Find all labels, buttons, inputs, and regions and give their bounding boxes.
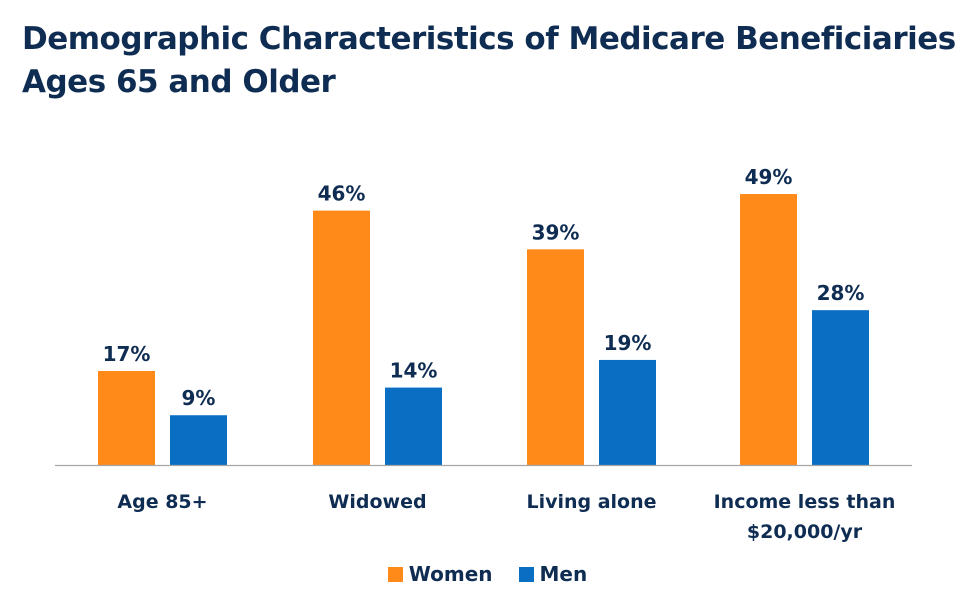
bar-women bbox=[313, 210, 370, 465]
chart-title: Demographic Characteristics of Medicare … bbox=[22, 21, 956, 100]
data-label: 39% bbox=[532, 220, 580, 244]
legend-item-men: Men bbox=[518, 562, 588, 586]
bar-men bbox=[170, 415, 227, 465]
bar-women bbox=[527, 249, 584, 465]
data-label: 9% bbox=[182, 386, 216, 410]
data-label: 17% bbox=[103, 342, 151, 366]
bar-chart: 17% 9% Age 85+ 46% 14% Widowed 39% 19% Living al… bbox=[55, 165, 912, 543]
legend-label-women: Women bbox=[408, 562, 493, 586]
data-label: 28% bbox=[817, 281, 865, 305]
data-label: 49% bbox=[745, 165, 793, 189]
bar-men bbox=[812, 310, 869, 465]
data-label: 46% bbox=[318, 182, 366, 206]
category-label: Income less than bbox=[714, 491, 896, 513]
legend: Women Men bbox=[0, 562, 975, 586]
bar-men bbox=[385, 387, 442, 465]
category-label: Age 85+ bbox=[117, 491, 207, 513]
category-label: $20,000/yr bbox=[747, 521, 863, 543]
legend-item-women: Women bbox=[387, 562, 493, 586]
data-label: 14% bbox=[390, 359, 438, 383]
bar-men bbox=[599, 359, 656, 465]
legend-label-men: Men bbox=[539, 562, 588, 586]
category-label: Widowed bbox=[328, 491, 426, 513]
legend-swatch-men bbox=[518, 566, 534, 582]
bar-women bbox=[98, 370, 155, 465]
legend-swatch-women bbox=[387, 566, 403, 582]
category-label: Living alone bbox=[526, 491, 656, 513]
data-label: 19% bbox=[604, 331, 652, 355]
bar-women bbox=[740, 194, 797, 465]
